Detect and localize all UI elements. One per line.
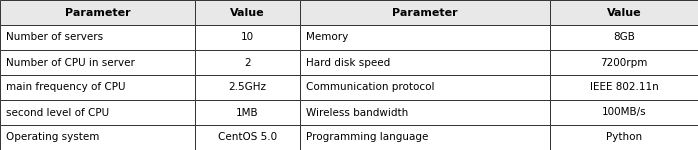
Text: 7200rpm: 7200rpm	[600, 57, 648, 68]
Text: Number of CPU in server: Number of CPU in server	[6, 57, 135, 68]
Bar	[550, 125, 698, 150]
Bar	[195, 100, 300, 125]
Bar	[300, 25, 550, 50]
Text: Python: Python	[606, 132, 642, 142]
Text: Parameter: Parameter	[392, 8, 458, 18]
Bar	[0, 75, 195, 100]
Text: 1MB: 1MB	[236, 108, 259, 117]
Bar	[195, 0, 300, 25]
Bar	[195, 25, 300, 50]
Bar	[550, 50, 698, 75]
Text: Programming language: Programming language	[306, 132, 428, 142]
Bar	[195, 125, 300, 150]
Text: Value: Value	[230, 8, 265, 18]
Text: Number of servers: Number of servers	[6, 33, 103, 42]
Bar	[0, 50, 195, 75]
Bar	[550, 75, 698, 100]
Text: Wireless bandwidth: Wireless bandwidth	[306, 108, 408, 117]
Bar	[550, 0, 698, 25]
Bar	[0, 125, 195, 150]
Bar	[0, 100, 195, 125]
Bar	[300, 100, 550, 125]
Text: main frequency of CPU: main frequency of CPU	[6, 82, 125, 93]
Bar	[300, 0, 550, 25]
Text: 2.5GHz: 2.5GHz	[228, 82, 267, 93]
Text: CentOS 5.0: CentOS 5.0	[218, 132, 277, 142]
Text: Hard disk speed: Hard disk speed	[306, 57, 390, 68]
Text: Operating system: Operating system	[6, 132, 99, 142]
Bar	[300, 50, 550, 75]
Bar	[0, 25, 195, 50]
Bar	[195, 75, 300, 100]
Bar	[300, 125, 550, 150]
Text: Memory: Memory	[306, 33, 348, 42]
Text: second level of CPU: second level of CPU	[6, 108, 109, 117]
Bar	[0, 0, 195, 25]
Text: Communication protocol: Communication protocol	[306, 82, 434, 93]
Text: Value: Value	[607, 8, 641, 18]
Text: 10: 10	[241, 33, 254, 42]
Bar	[195, 50, 300, 75]
Text: Parameter: Parameter	[65, 8, 131, 18]
Bar	[550, 100, 698, 125]
Bar	[550, 25, 698, 50]
Text: IEEE 802.11n: IEEE 802.11n	[590, 82, 658, 93]
Text: 100MB/s: 100MB/s	[602, 108, 646, 117]
Text: 2: 2	[244, 57, 251, 68]
Text: 8GB: 8GB	[613, 33, 635, 42]
Bar	[300, 75, 550, 100]
